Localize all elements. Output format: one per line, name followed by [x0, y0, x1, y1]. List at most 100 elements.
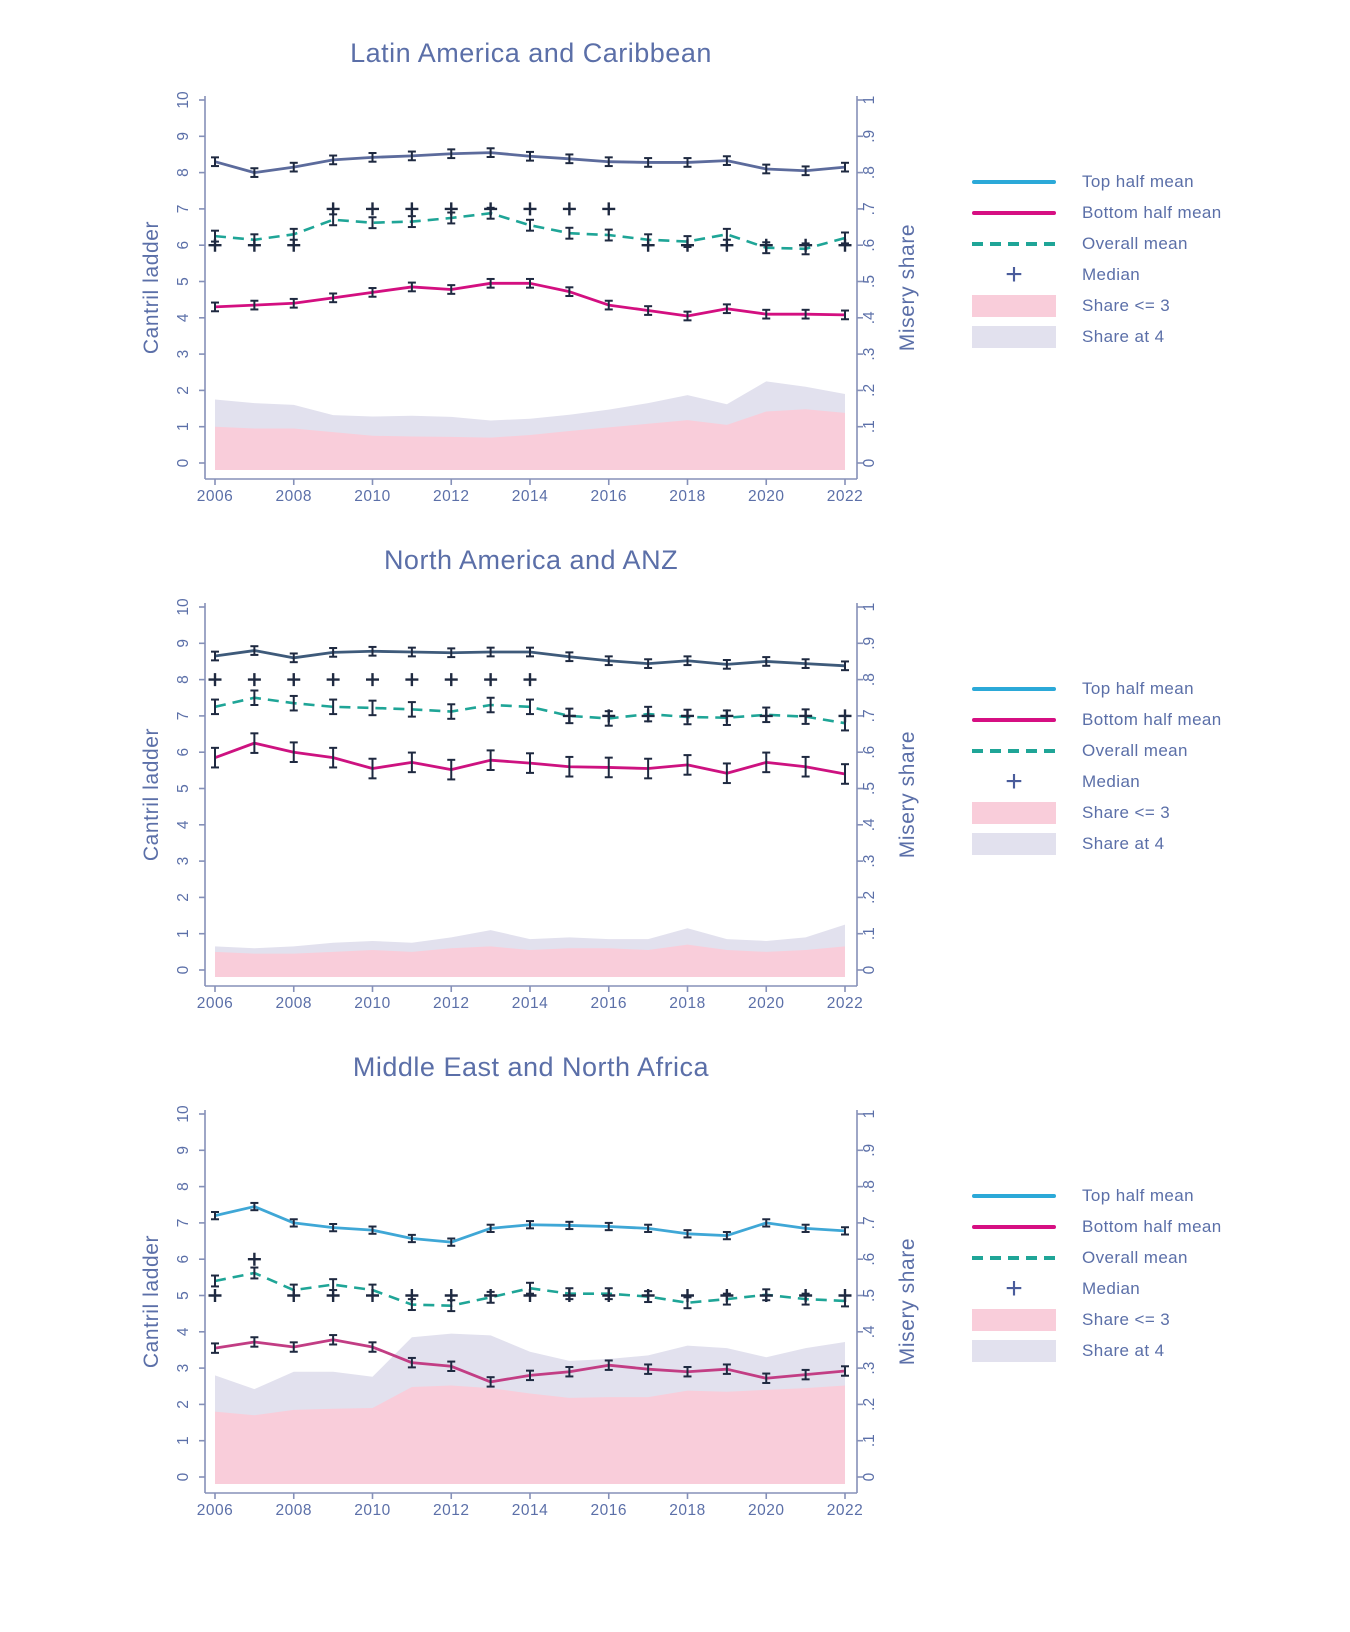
left-axis-title: Cantril ladder [140, 221, 163, 354]
left-tick-label: 7 [175, 712, 192, 721]
legend-item: Share at 4 [972, 1335, 1302, 1366]
x-tick-label: 2010 [354, 995, 390, 1012]
legend-label: Top half mean [1082, 678, 1194, 698]
error-bar [486, 1376, 495, 1388]
x-tick-label: 2008 [276, 488, 312, 505]
median-plus-marker [366, 673, 379, 687]
left-tick-label: 8 [175, 675, 192, 684]
legend-line-swatch [972, 1224, 1056, 1229]
error-bar [211, 156, 219, 168]
legend-label: Bottom half mean [1082, 1216, 1222, 1236]
error-bar [289, 161, 298, 173]
left-tick-label: 4 [175, 1327, 192, 1336]
error-bar [644, 157, 653, 168]
right-tick-label: 1 [861, 96, 878, 105]
legend-plus-icon: + [1005, 764, 1023, 798]
legend-item: Bottom half mean [972, 197, 1302, 228]
x-tick-label: 2018 [669, 1502, 705, 1519]
error-bar [250, 1336, 259, 1348]
error-bar [526, 1369, 534, 1382]
median-plus-marker [641, 238, 655, 252]
legend-area-swatch [972, 801, 1056, 824]
error-bar [368, 699, 377, 717]
error-bar [644, 1223, 653, 1233]
median-plus-marker [405, 1289, 419, 1302]
legend-area-swatch [972, 1339, 1056, 1362]
left-tick-label: 4 [175, 313, 192, 322]
legend-label: Top half mean [1082, 171, 1194, 191]
error-bar [801, 1223, 810, 1233]
legend-item: Share at 4 [972, 828, 1302, 859]
error-bar [565, 1366, 574, 1378]
legend-label: Share at 4 [1082, 1340, 1165, 1360]
legend-item: Top half mean [972, 673, 1302, 704]
right-tick-label: .4 [861, 1325, 878, 1338]
median-plus-marker [759, 1289, 773, 1302]
error-bar [407, 701, 416, 718]
x-tick-label: 2012 [433, 488, 469, 505]
error-bar [841, 309, 849, 321]
x-tick-label: 2012 [433, 1502, 469, 1519]
error-bar [407, 1356, 416, 1369]
right-tick-label: .9 [861, 1144, 878, 1157]
error-bar [565, 286, 574, 298]
error-bar [526, 646, 534, 658]
x-tick-label: 2014 [512, 1502, 548, 1519]
left-tick-label: 3 [175, 1364, 192, 1373]
left-tick-label: 3 [175, 350, 192, 359]
legend-item: Top half mean [972, 1180, 1302, 1211]
error-bar [250, 1266, 259, 1280]
error-bar [211, 746, 219, 769]
error-bar [289, 652, 298, 664]
legend-label: Top half mean [1082, 1185, 1194, 1205]
left-tick-label: 10 [175, 1105, 192, 1123]
left-tick-label: 1 [175, 929, 192, 938]
error-bar [722, 1230, 731, 1241]
x-tick-label: 2008 [276, 995, 312, 1012]
median-plus-marker [484, 1289, 498, 1302]
error-bar [604, 655, 613, 667]
legend-item: Share <= 3 [972, 290, 1302, 321]
x-tick-label: 2008 [276, 1502, 312, 1519]
left-tick-label: 0 [175, 1472, 192, 1481]
legend-item: Share <= 3 [972, 1304, 1302, 1335]
right-tick-label: .5 [861, 275, 878, 288]
error-bar [841, 660, 849, 672]
x-tick-label: 2012 [433, 995, 469, 1012]
right-tick-label: .6 [861, 1253, 878, 1266]
right-tick-label: .2 [861, 1398, 878, 1411]
median-plus-marker [326, 673, 340, 687]
x-tick-label: 2006 [197, 1502, 233, 1519]
error-bar [644, 658, 653, 669]
legend-area-swatch [972, 325, 1056, 348]
left-tick-label: 6 [175, 1255, 192, 1264]
right-tick-label: .2 [861, 384, 878, 397]
left-tick-label: 9 [175, 639, 192, 648]
legend-item: Share <= 3 [972, 797, 1302, 828]
legend-plus-icon: + [1005, 1271, 1023, 1305]
median-plus-marker [759, 238, 773, 252]
right-axis-title: Misery share [896, 224, 919, 351]
legend-dash-swatch [972, 748, 1056, 753]
legend: Top half mean Bottom half mean Overall mea… [972, 673, 1302, 859]
error-bar [526, 1220, 534, 1230]
error-bar [329, 1278, 338, 1292]
error-bar [526, 218, 534, 232]
error-bar [447, 148, 456, 160]
legend-label: Overall mean [1082, 233, 1188, 253]
error-bar [565, 1220, 574, 1231]
error-bar [211, 698, 219, 716]
median-plus-marker [759, 709, 773, 723]
right-tick-label: .5 [861, 1289, 878, 1302]
error-bar [762, 1218, 771, 1228]
error-bar [604, 299, 613, 311]
right-tick-label: .8 [861, 166, 878, 179]
x-tick-label: 2022 [827, 1502, 863, 1519]
legend-label: Overall mean [1082, 740, 1188, 760]
error-bar [486, 147, 495, 158]
error-bar [368, 151, 377, 163]
legend-area-swatch [972, 1308, 1056, 1331]
left-tick-label: 10 [175, 598, 192, 616]
x-tick-label: 2018 [669, 488, 705, 505]
